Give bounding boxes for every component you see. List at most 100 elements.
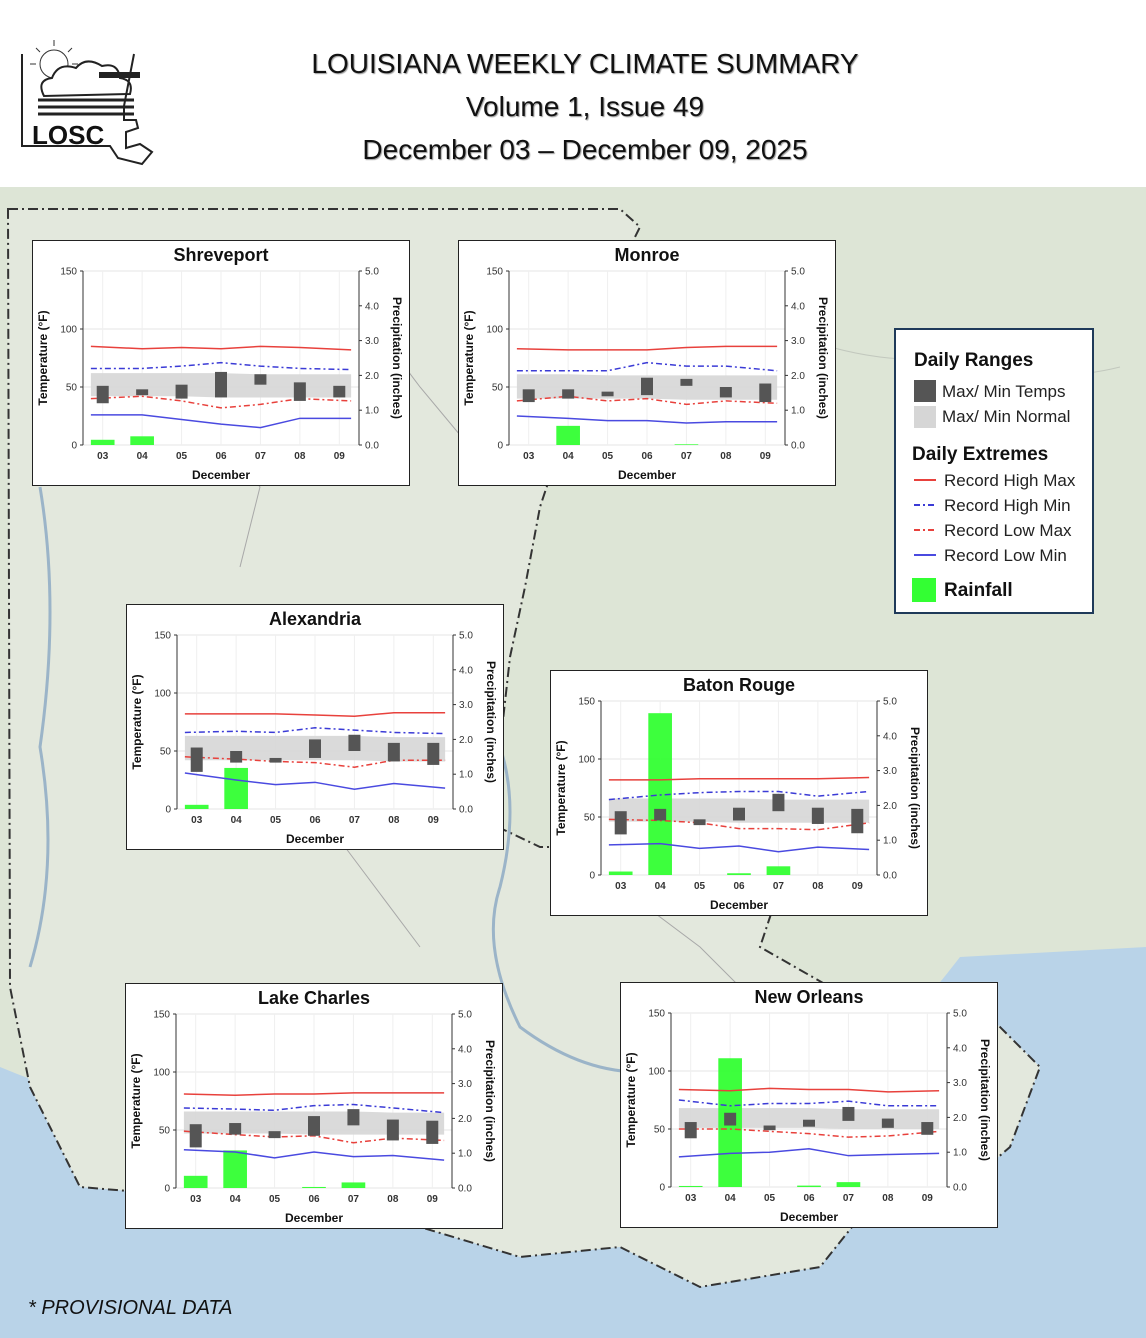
- y2-axis-label: Precipitation (inches): [483, 1040, 497, 1162]
- y2-tick-label: 0.0: [953, 1183, 967, 1194]
- x-axis-label: December: [192, 468, 250, 482]
- rainfall-bar: [608, 871, 633, 875]
- temperature-bars: [190, 734, 440, 772]
- chart-panel-monroe: Monroe 0 50 100 150 0.0 1.0 2.0 3.0 4.0 5.0 03 04 05 0…: [458, 240, 836, 486]
- y2-tick-label: 3.0: [459, 700, 473, 711]
- x-tick-label: 09: [334, 451, 346, 462]
- legend-maxmin-label: Max/ Min Temps: [942, 382, 1065, 401]
- y2-tick-label: 4.0: [458, 1044, 472, 1055]
- y-axis-label: Temperature (°F): [36, 310, 50, 405]
- x-tick-label: 09: [428, 815, 440, 826]
- louisiana-outline-icon: [21, 53, 154, 166]
- y2-tick-label: 0.0: [365, 441, 379, 452]
- y-tick-label: 100: [486, 325, 503, 336]
- y-tick-label: 0: [497, 441, 503, 452]
- legend-rhmin-label: Record High Min: [944, 496, 1071, 515]
- temperature-bars: [96, 371, 346, 404]
- rainfall-bar: [727, 873, 751, 875]
- temp-range-bar: [684, 1122, 697, 1139]
- x-tick-label: 08: [882, 1193, 894, 1204]
- x-tick-label: 06: [309, 815, 321, 826]
- y2-tick-label: 1.0: [459, 770, 473, 781]
- record-low-min-line: [608, 842, 870, 853]
- y2-tick-label: 2.0: [791, 371, 805, 382]
- x-tick-label: 06: [733, 881, 745, 892]
- chart-title: Baton Rouge: [683, 675, 795, 695]
- record-high-min-line: [608, 790, 870, 801]
- legend-maxmin-swatch: [914, 380, 936, 402]
- x-tick-label: 05: [269, 1194, 281, 1205]
- losc-logo: LOSC: [21, 40, 154, 166]
- rainfall-bar: [184, 804, 209, 809]
- x-tick-label: 04: [655, 881, 667, 892]
- record-high-max-line: [184, 711, 446, 717]
- header: LOSC LOUISIANA WEEKLY CLIMATE SUMMARY Vo…: [0, 0, 1146, 187]
- temp-range-bar: [803, 1119, 815, 1127]
- x-tick-label: 04: [725, 1193, 737, 1204]
- x-tick-label: 09: [852, 881, 864, 892]
- x-tick-label: 04: [230, 1194, 242, 1205]
- y-tick-label: 50: [492, 383, 504, 394]
- legend-rainfall-swatch: [912, 578, 936, 602]
- temp-range-bar: [269, 757, 282, 763]
- temp-range-bar: [562, 389, 575, 399]
- rainfall-bar: [766, 866, 791, 875]
- rainfall-bar: [130, 436, 154, 445]
- grid-lines: [83, 270, 359, 446]
- rainfall-bar: [556, 425, 580, 445]
- chart-panel-shreveport: Shreveport 0 50 100 150 0.0 1.0 2.0 3.0 4.0 5.0 03 0…: [32, 240, 410, 486]
- temp-range-bar: [811, 807, 824, 824]
- rainfall-bar: [678, 1185, 703, 1187]
- x-tick-label: 09: [922, 1193, 934, 1204]
- y2-axis-label: Precipitation (inches): [908, 727, 922, 849]
- date-range: December 03 – December 09, 2025: [362, 134, 808, 165]
- temp-range-bar: [724, 1112, 737, 1126]
- y2-tick-label: 4.0: [953, 1043, 967, 1054]
- record-high-min-line: [183, 1103, 445, 1114]
- chart-title: Monroe: [615, 245, 680, 265]
- x-tick-label: 05: [602, 451, 614, 462]
- y2-tick-label: 4.0: [791, 301, 805, 312]
- y-tick-label: 0: [164, 1184, 170, 1195]
- y2-tick-label: 2.0: [953, 1113, 967, 1124]
- x-axis-label: December: [286, 832, 344, 846]
- rainfall-bar: [90, 439, 115, 445]
- y2-tick-label: 3.0: [953, 1078, 967, 1089]
- y-tick-label: 150: [60, 267, 77, 278]
- page-title: LOUISIANA WEEKLY CLIMATE SUMMARY: [311, 48, 859, 79]
- record-low-min-line: [678, 1147, 940, 1158]
- y-tick-label: 50: [160, 747, 172, 758]
- y2-tick-label: 5.0: [459, 631, 473, 642]
- y2-tick-label: 5.0: [883, 697, 897, 708]
- rainfall-bar: [648, 713, 672, 875]
- temp-range-bar: [386, 1119, 399, 1141]
- record-high-max-line: [90, 345, 352, 351]
- y2-tick-label: 3.0: [791, 336, 805, 347]
- y2-tick-label: 1.0: [458, 1149, 472, 1160]
- chart-baton-rouge: Baton Rouge0501001500.01.02.03.04.05.003…: [554, 675, 922, 912]
- rainfall-bar: [797, 1185, 821, 1187]
- record-high-max-line: [678, 1087, 940, 1093]
- legend-graphic: Daily Ranges Max/ Min Temps Max/ Min Nor…: [912, 350, 1076, 602]
- volume-issue: Volume 1, Issue 49: [465, 91, 705, 122]
- temp-range-bar: [387, 742, 400, 762]
- temp-range-bar: [427, 742, 440, 765]
- x-tick-label: 05: [270, 815, 282, 826]
- rainfall-bar: [341, 1182, 366, 1188]
- y-tick-label: 0: [71, 441, 77, 452]
- legend-normal-label: Max/ Min Normal: [942, 407, 1070, 426]
- temp-range-bar: [293, 382, 306, 401]
- temperature-bars: [614, 793, 864, 835]
- temp-range-bar: [921, 1122, 934, 1135]
- x-tick-label: 06: [215, 451, 227, 462]
- temp-range-bar: [680, 378, 693, 386]
- chart-title: Alexandria: [269, 609, 362, 629]
- rainfall-bar: [224, 767, 248, 809]
- y2-tick-label: 3.0: [458, 1079, 472, 1090]
- y2-tick-label: 1.0: [883, 836, 897, 847]
- temp-range-bar: [229, 1123, 242, 1135]
- temp-range-bar: [309, 739, 321, 758]
- x-tick-label: 05: [176, 451, 188, 462]
- y-tick-label: 0: [165, 805, 171, 816]
